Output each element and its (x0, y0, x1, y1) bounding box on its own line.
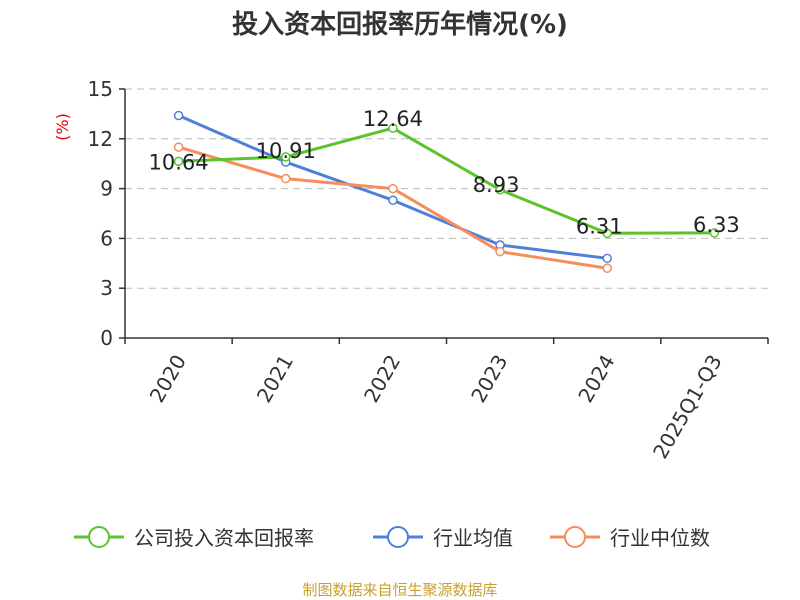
x-tick-label: 2024 (573, 351, 619, 407)
y-axis-label: (%) (53, 113, 72, 141)
data-point-2 (281, 173, 291, 184)
x-tick-label: 2023 (466, 351, 512, 407)
legend-label: 行业中位数 (610, 526, 710, 550)
series-layer (173, 110, 720, 274)
data-label: 10.91 (256, 139, 316, 163)
legend-swatch-marker-0 (88, 526, 110, 548)
x-tick-label: 2025Q1-Q3 (648, 351, 727, 463)
x-tick-label: 2020 (145, 351, 191, 407)
y-tick-label: 6 (100, 226, 113, 250)
data-point-2 (173, 142, 184, 152)
legend-label: 公司投入资本回报率 (134, 526, 314, 550)
y-tick-labels: 0 3 6 9 12 15 (88, 77, 113, 350)
data-label: 10.64 (149, 150, 209, 174)
data-point-0 (388, 123, 398, 133)
x-tick-label: 2022 (359, 351, 405, 407)
grid-lines (125, 88, 768, 289)
legend-label: 行业均值 (433, 526, 513, 550)
data-point-2 (388, 183, 398, 194)
series-line-0 (178, 126, 715, 235)
data-point-2 (602, 263, 612, 274)
data-point-0 (281, 152, 291, 162)
data-point-0 (602, 228, 612, 239)
data-label: 6.31 (576, 214, 623, 238)
y-tick-label: 12 (88, 127, 113, 151)
chart-title: 投入资本回报率历年情况(%) (232, 9, 568, 40)
data-labels: 10.64 10.91 12.64 8.93 6.31 6.33 (149, 107, 740, 238)
data-label: 6.33 (693, 213, 740, 237)
data-point-0 (495, 185, 505, 195)
x-tick-label: 2021 (252, 351, 298, 407)
data-label: 8.93 (473, 173, 520, 197)
legend: 公司投入资本回报率 行业均值 行业中位数 (74, 526, 710, 550)
data-point-0 (709, 228, 720, 238)
y-tick-label: 3 (100, 276, 113, 300)
data-point-1 (173, 110, 184, 121)
axes (119, 88, 769, 344)
data-point-0 (173, 156, 184, 167)
y-tick-label: 0 (100, 326, 113, 350)
source-note: 制图数据来自恒生聚源数据库 (302, 581, 497, 599)
y-tick-label: 15 (88, 77, 113, 101)
data-point-1 (602, 253, 612, 264)
data-point-1 (388, 195, 398, 205)
x-tick-labels: 2020 2021 2022 2023 2024 2025Q1-Q3 (145, 351, 727, 463)
data-label: 12.64 (363, 107, 423, 131)
data-point-2 (495, 246, 505, 257)
y-tick-label: 9 (100, 177, 113, 201)
legend-swatch-marker-2 (564, 526, 586, 548)
legend-swatch-marker-1 (387, 526, 409, 548)
